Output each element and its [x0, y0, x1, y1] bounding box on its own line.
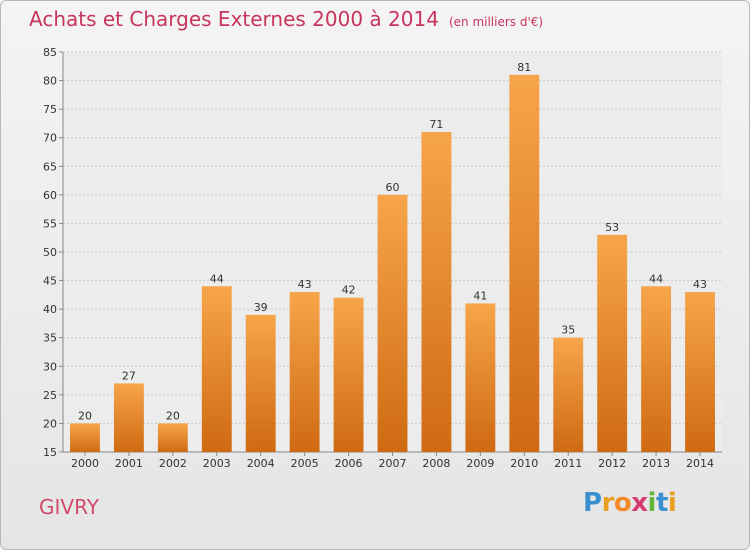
x-tick-label: 2003 — [203, 457, 231, 470]
logo-letter: x — [631, 488, 648, 518]
data-label: 35 — [561, 324, 575, 337]
bar — [70, 423, 100, 452]
bar — [597, 234, 628, 452]
data-label: 44 — [210, 272, 224, 285]
x-tick-label: 2005 — [291, 457, 319, 470]
data-label: 20 — [166, 409, 180, 422]
data-label: 27 — [122, 369, 136, 382]
x-tick-label: 2006 — [335, 457, 363, 470]
y-tick-label: 65 — [43, 160, 57, 173]
bar — [421, 132, 452, 452]
bar — [641, 286, 672, 452]
x-tick-label: 2011 — [554, 457, 582, 470]
y-tick-label: 60 — [43, 189, 57, 202]
y-tick-label: 35 — [43, 332, 57, 345]
bar — [201, 286, 232, 452]
data-label: 39 — [254, 301, 268, 314]
x-tick-label: 2008 — [422, 457, 450, 470]
y-tick-label: 80 — [43, 75, 57, 88]
logo-letter: o — [613, 488, 632, 518]
y-tick-label: 75 — [43, 103, 57, 116]
data-label: 71 — [429, 118, 443, 131]
data-label: 20 — [78, 409, 92, 422]
bar — [245, 314, 276, 452]
bar — [113, 383, 144, 452]
y-tick-label: 85 — [43, 46, 57, 59]
y-tick-label: 20 — [43, 417, 57, 430]
x-tick-label: 2000 — [71, 457, 99, 470]
chart-title-text: Achats et Charges Externes 2000 à 2014 — [29, 7, 439, 31]
x-tick-label: 2013 — [642, 457, 670, 470]
y-tick-label: 15 — [43, 446, 57, 459]
x-tick-label: 2014 — [686, 457, 714, 470]
x-tick-label: 2009 — [466, 457, 494, 470]
data-label: 42 — [342, 284, 356, 297]
logo-letter: P — [583, 488, 602, 518]
data-label: 81 — [517, 61, 531, 74]
bar — [509, 74, 540, 452]
data-label: 44 — [649, 272, 663, 285]
x-tick-label: 2004 — [247, 457, 275, 470]
x-tick-label: 2010 — [510, 457, 538, 470]
bar — [377, 194, 408, 452]
data-label: 53 — [605, 221, 619, 234]
bar — [289, 292, 320, 452]
y-tick-label: 55 — [43, 217, 57, 230]
logo-letter: t — [655, 488, 668, 518]
data-label: 60 — [386, 181, 400, 194]
proxiti-logo: Proxiti — [583, 488, 677, 518]
y-tick-label: 70 — [43, 132, 57, 145]
x-tick-label: 2002 — [159, 457, 187, 470]
x-tick-label: 2012 — [598, 457, 626, 470]
y-tick-label: 45 — [43, 275, 57, 288]
bar — [333, 297, 364, 452]
logo-letter: r — [601, 488, 615, 518]
y-tick-label: 30 — [43, 360, 57, 373]
bar — [465, 303, 496, 452]
logo-letter: i — [647, 488, 657, 518]
place-name: GIVRY — [39, 495, 99, 519]
bar — [553, 337, 584, 452]
chart-title: Achats et Charges Externes 2000 à 2014 (e… — [29, 7, 543, 31]
y-tick-label: 40 — [43, 303, 57, 316]
logo-letter: i — [667, 488, 677, 518]
y-tick-label: 50 — [43, 246, 57, 259]
data-label: 41 — [473, 289, 487, 302]
data-label: 43 — [298, 278, 312, 291]
chart-subtitle: (en milliers d'€) — [448, 15, 544, 29]
x-tick-label: 2007 — [379, 457, 407, 470]
x-tick-label: 2001 — [115, 457, 143, 470]
bar — [157, 423, 188, 452]
data-label: 43 — [693, 278, 707, 291]
y-tick-label: 25 — [43, 389, 57, 402]
bar — [685, 292, 715, 452]
